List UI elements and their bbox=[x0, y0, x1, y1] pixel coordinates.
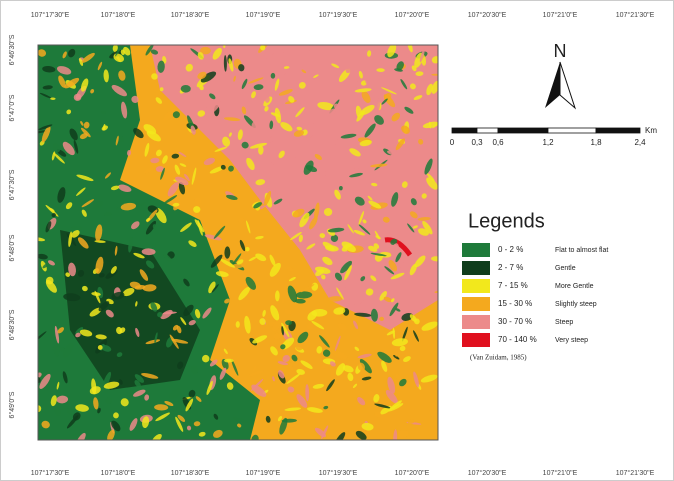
left-coordinate: 6°48'0"S bbox=[8, 234, 16, 261]
scale-segment bbox=[548, 128, 596, 133]
legend-range: 70 - 140 % bbox=[498, 335, 537, 344]
scale-label: 2,4 bbox=[634, 138, 646, 147]
north-label: N bbox=[554, 41, 567, 61]
bottom-coordinate: 107°18'0"E bbox=[101, 469, 136, 477]
legend-description: Very steep bbox=[555, 337, 588, 344]
bottom-coordinate: 107°19'30"E bbox=[319, 469, 358, 477]
scale-segment bbox=[596, 128, 640, 133]
left-coordinate: 6°47'0"S bbox=[8, 94, 16, 121]
scale-label: 0,3 bbox=[471, 138, 483, 147]
legend-range: 0 - 2 % bbox=[498, 245, 523, 254]
left-coordinate: 6°48'30"S bbox=[8, 309, 16, 340]
bottom-coordinate: 107°18'30"E bbox=[171, 469, 210, 477]
bottom-coordinate: 107°21'0"E bbox=[543, 469, 578, 477]
top-coordinate: 107°20'0"E bbox=[395, 11, 430, 19]
legend-description: Flat to almost flat bbox=[555, 247, 608, 254]
left-coordinate: 6°47'30"S bbox=[8, 169, 16, 200]
bottom-coordinate: 107°19'0"E bbox=[246, 469, 281, 477]
legend-description: Steep bbox=[555, 319, 573, 326]
scale-segment bbox=[452, 128, 477, 133]
bottom-coordinate: 107°20'30"E bbox=[468, 469, 507, 477]
left-coordinate: 6°49'0"S bbox=[8, 391, 16, 418]
scale-label: 1,8 bbox=[590, 138, 602, 147]
left-coordinate: 6°46'30"S bbox=[8, 34, 16, 65]
top-coordinate: 107°18'0"E bbox=[101, 11, 136, 19]
legend-swatch bbox=[462, 333, 490, 347]
top-coordinate: 107°17'30"E bbox=[31, 11, 70, 19]
legend-description: More Gentle bbox=[555, 283, 594, 290]
scale-label: 1,2 bbox=[542, 138, 554, 147]
legend-range: 7 - 15 % bbox=[498, 281, 528, 290]
bottom-coordinate: 107°21'30"E bbox=[616, 469, 655, 477]
top-coordinate: 107°21'0"E bbox=[543, 11, 578, 19]
legend-swatch bbox=[462, 279, 490, 293]
legend-range: 30 - 70 % bbox=[498, 317, 532, 326]
legend-description: Slightly steep bbox=[555, 301, 597, 308]
legend-title: Legends bbox=[468, 210, 545, 232]
legend-source: (Van Zuidam, 1985) bbox=[470, 354, 527, 362]
scale-segment bbox=[477, 128, 498, 133]
texture-patch bbox=[224, 359, 234, 363]
top-coordinate: 107°19'0"E bbox=[246, 11, 281, 19]
top-coordinate: 107°20'30"E bbox=[468, 11, 507, 19]
legend-range: 15 - 30 % bbox=[498, 299, 532, 308]
map-figure: N 0 0,3 0,6 1,2 1,8 2,4 Km Legends (Van Zuidam… bbox=[0, 0, 674, 481]
legend-swatch bbox=[462, 261, 490, 275]
scale-unit: Km bbox=[645, 126, 657, 135]
scale-label: 0,6 bbox=[492, 138, 504, 147]
legend-swatch bbox=[462, 297, 490, 311]
top-coordinate: 107°19'30"E bbox=[319, 11, 358, 19]
scale-segment bbox=[498, 128, 548, 133]
top-coordinate: 107°18'30"E bbox=[171, 11, 210, 19]
legend-description: Gentle bbox=[555, 265, 576, 272]
bottom-coordinate: 107°17'30"E bbox=[31, 469, 70, 477]
legend-range: 2 - 7 % bbox=[498, 263, 523, 272]
top-coordinate: 107°21'30"E bbox=[616, 11, 655, 19]
scale-label: 0 bbox=[450, 138, 455, 147]
legend-swatch bbox=[462, 315, 490, 329]
bottom-coordinate: 107°20'0"E bbox=[395, 469, 430, 477]
legend-swatch bbox=[462, 243, 490, 257]
slope-map bbox=[31, 38, 442, 448]
